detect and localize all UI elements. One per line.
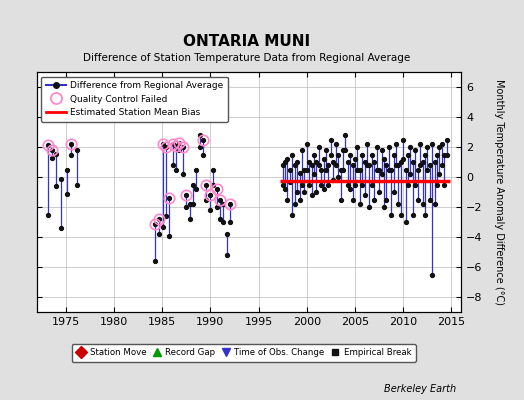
Text: Berkeley Earth: Berkeley Earth — [384, 384, 456, 394]
Y-axis label: Monthly Temperature Anomaly Difference (°C): Monthly Temperature Anomaly Difference (… — [494, 79, 504, 305]
Text: Difference of Station Temperature Data from Regional Average: Difference of Station Temperature Data f… — [83, 53, 410, 63]
Legend: Station Move, Record Gap, Time of Obs. Change, Empirical Break: Station Move, Record Gap, Time of Obs. C… — [72, 344, 416, 362]
Text: ONTARIA MUNI: ONTARIA MUNI — [183, 34, 310, 50]
Legend: Difference from Regional Average, Quality Control Failed, Estimated Station Mean: Difference from Regional Average, Qualit… — [41, 76, 228, 122]
